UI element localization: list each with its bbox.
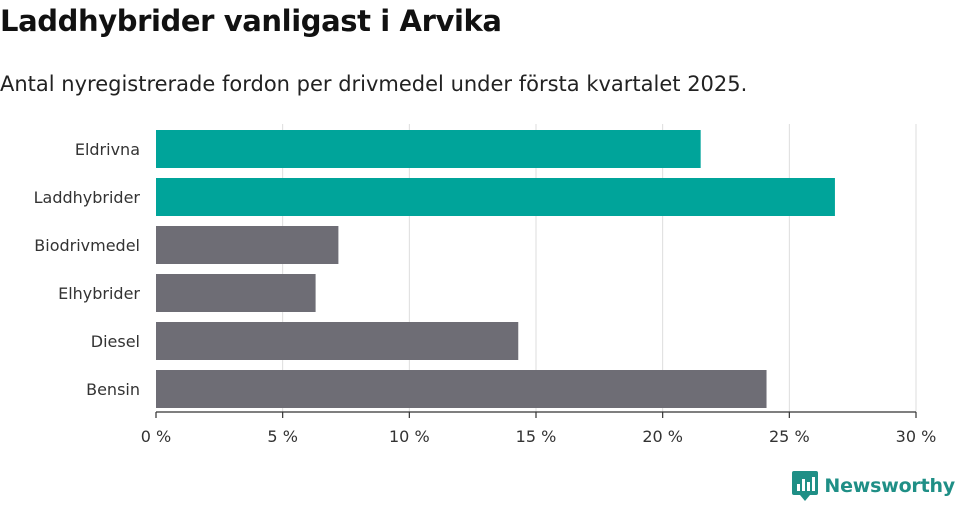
bar-4: [156, 322, 519, 360]
x-tick-label-2: 10 %: [389, 427, 430, 446]
brand-name: Newsworthy: [824, 475, 955, 497]
x-tick-label-5: 25 %: [769, 427, 810, 446]
category-label-3: Elhybrider: [58, 284, 140, 303]
x-tick-label-3: 15 %: [516, 427, 557, 446]
category-label-5: Bensin: [86, 380, 140, 399]
bar-5: [156, 370, 767, 408]
x-tick-label-4: 20 %: [642, 427, 683, 446]
x-tick-label-6: 30 %: [896, 427, 937, 446]
chart-title: Laddhybrider vanligast i Arvika: [0, 4, 502, 38]
bar-1: [156, 178, 835, 216]
newsworthy-logo-icon: [792, 471, 819, 501]
bar-2: [156, 226, 339, 264]
category-label-2: Biodrivmedel: [34, 236, 140, 255]
newsworthy-brand[interactable]: Newsworthy: [792, 471, 955, 501]
category-label-4: Diesel: [91, 332, 140, 351]
bar-0: [156, 130, 701, 168]
category-label-1: Laddhybrider: [34, 188, 141, 207]
category-label-0: Eldrivna: [75, 140, 140, 159]
x-tick-label-1: 5 %: [267, 427, 297, 446]
x-tick-label-0: 0 %: [141, 427, 171, 446]
chart-subtitle: Antal nyregistrerade fordon per drivmede…: [0, 72, 748, 96]
bar-3: [156, 274, 316, 312]
